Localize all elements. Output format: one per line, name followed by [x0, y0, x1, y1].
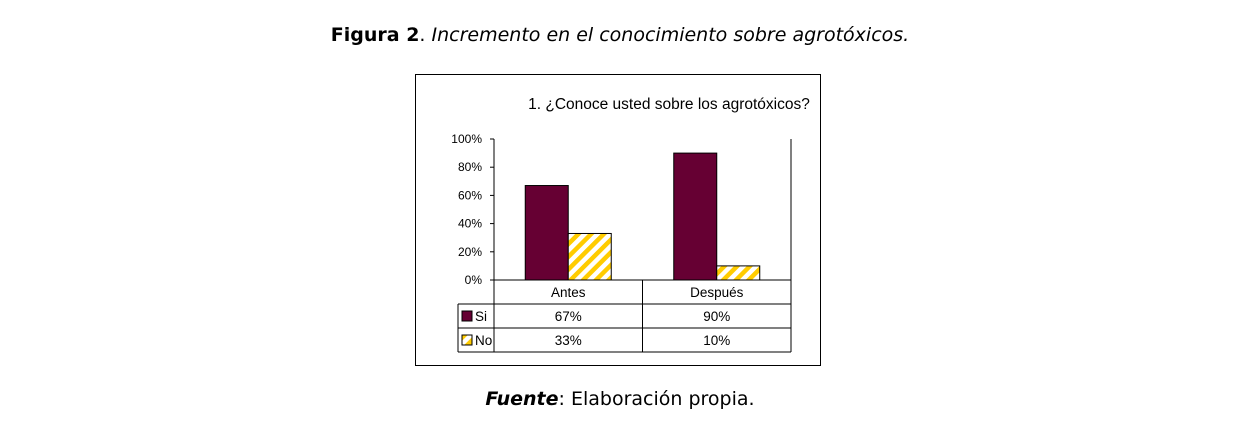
y-axis: 0% 20% 40% 60% 80% 100% — [451, 132, 792, 287]
source-separator: : — [558, 388, 565, 410]
data-table: Antes Después Si 67% 90% No 33% 10% — [457, 279, 792, 353]
x-tick-label: Antes — [551, 285, 586, 300]
y-tick-label: 40% — [458, 217, 482, 231]
data-label: 90% — [703, 309, 730, 324]
bars — [524, 152, 761, 281]
y-tick-label: 80% — [458, 160, 482, 174]
data-label: 33% — [555, 333, 582, 348]
source-note: Fuente: Elaboración propia. — [0, 388, 1240, 410]
data-label: 10% — [703, 333, 730, 348]
bar-no-0 — [567, 232, 612, 281]
legend-key-si — [461, 310, 473, 322]
legend-label-si: Si — [475, 309, 487, 324]
y-tick-label: 60% — [458, 188, 482, 202]
figure-label: Figura 2 — [330, 24, 420, 46]
y-tick-label: 0% — [465, 273, 483, 287]
figure-separator: . — [419, 24, 426, 46]
y-tick-label: 20% — [458, 245, 482, 259]
chart-title: 1. ¿Conoce usted sobre los agrotóxicos? — [528, 96, 810, 113]
legend-label-no: No — [475, 333, 492, 348]
y-tick-label: 100% — [451, 132, 482, 146]
bar-chart: 1. ¿Conoce usted sobre los agrotóxicos? … — [451, 96, 810, 353]
source-text: Elaboración propia. — [570, 388, 755, 410]
bar-no-1 — [716, 265, 761, 281]
legend-key-no — [461, 334, 473, 346]
chart-frame: 1. ¿Conoce usted sobre los agrotóxicos? … — [415, 74, 821, 366]
figure-caption: Figura 2. Incremento en el conocimiento … — [0, 24, 1240, 46]
data-label: 67% — [555, 309, 582, 324]
bar-si-1 — [673, 152, 718, 281]
bar-si-0 — [524, 185, 569, 281]
figure-caption-text: Incremento en el conocimiento sobre agro… — [431, 24, 910, 46]
source-label: Fuente — [485, 388, 559, 410]
x-tick-label: Después — [690, 285, 744, 300]
